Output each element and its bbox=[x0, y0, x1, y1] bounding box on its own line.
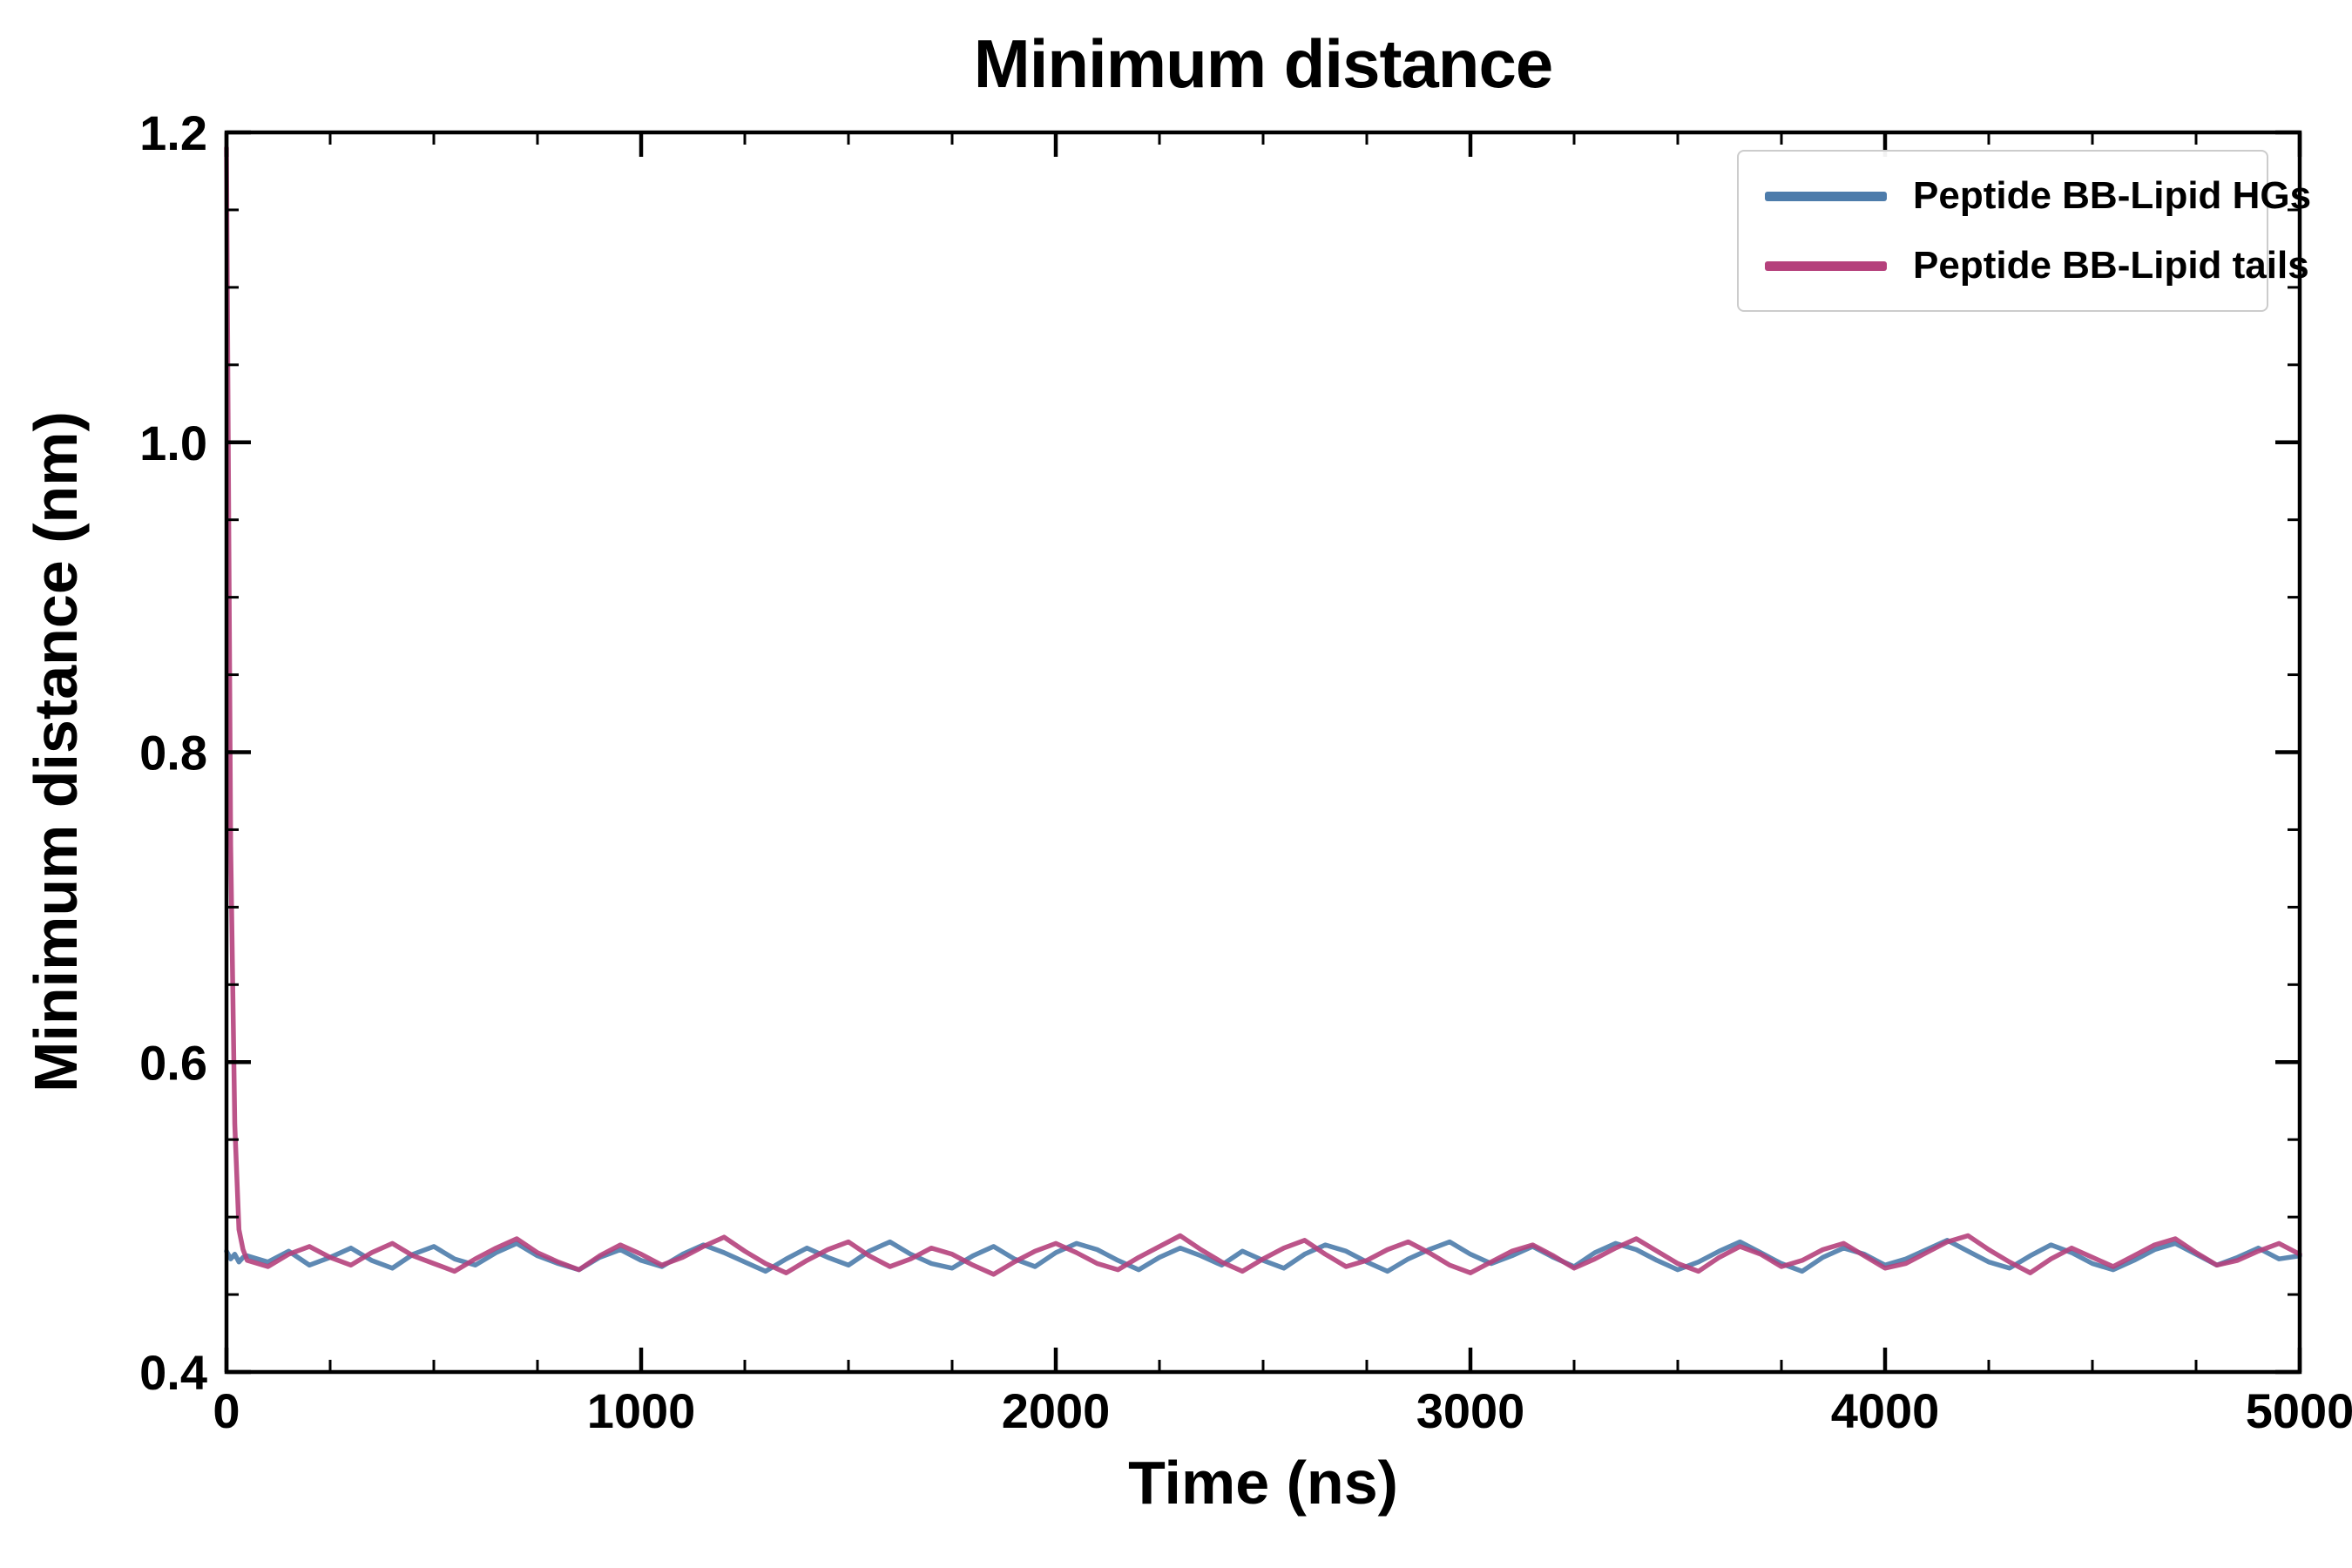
x-tick-label: 1000 bbox=[587, 1383, 696, 1438]
x-tick-label: 0 bbox=[213, 1383, 240, 1438]
major-ticks: 0 1000 2000 3000 4000 5000 0.4 0.6 0.8 1.0 1.2 bbox=[139, 105, 2352, 1438]
legend: Peptide BB-Lipid HGs Peptide BB-Lipid ta… bbox=[1737, 150, 2311, 312]
x-axis-label: Time (ns) bbox=[1128, 1449, 1398, 1517]
series-line-1 bbox=[224, 145, 2302, 1277]
y-tick-label: 0.8 bbox=[139, 726, 207, 781]
minor-ticks bbox=[226, 132, 2300, 1372]
y-tick-label: 0.6 bbox=[139, 1035, 207, 1090]
chart-title: Minimum distance bbox=[973, 25, 1553, 102]
legend-item: Peptide BB-Lipid tails bbox=[1765, 244, 2309, 287]
y-tick-label: 0.4 bbox=[139, 1345, 207, 1400]
y-axis-label: Minimum distance (nm) bbox=[22, 411, 90, 1092]
y-tick-label: 1.0 bbox=[139, 416, 207, 470]
legend-swatch-hgs bbox=[1765, 191, 1887, 201]
x-tick-label: 5000 bbox=[2246, 1383, 2352, 1438]
series-line-0 bbox=[224, 1238, 2302, 1274]
x-tick-label: 4000 bbox=[1831, 1383, 1940, 1438]
x-tick-label: 3000 bbox=[1416, 1383, 1525, 1438]
series-lines bbox=[224, 145, 2302, 1277]
legend-label: Peptide BB-Lipid tails bbox=[1913, 244, 2309, 287]
legend-label: Peptide BB-Lipid HGs bbox=[1913, 174, 2312, 217]
y-tick-label: 1.2 bbox=[139, 105, 207, 160]
plot-spines bbox=[224, 130, 2302, 1375]
x-tick-label: 2000 bbox=[1002, 1383, 1111, 1438]
legend-item: Peptide BB-Lipid HGs bbox=[1765, 174, 2311, 218]
legend-swatch-tails bbox=[1765, 260, 1887, 271]
